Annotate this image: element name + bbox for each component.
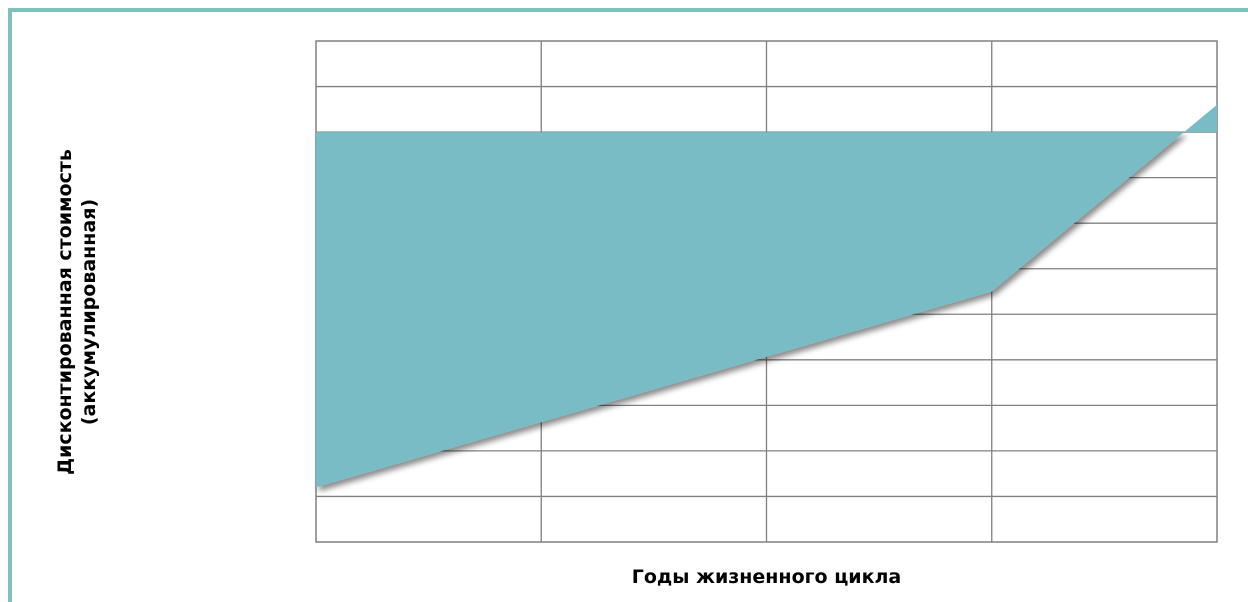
y-axis-label-line-1: Дисконтированная стоимость [54,149,76,475]
y-axis-label-line-2: (аккумулированная) [78,198,100,426]
area-fill-main [316,132,1185,488]
x-axis-label: Годы жизненного цикла [631,566,902,588]
figure-frame [8,8,1248,602]
area-fill-tail [1184,104,1217,133]
y-axis-label: Дисконтированная стоимость (аккумулирова… [53,149,101,475]
area-series [316,104,1217,488]
